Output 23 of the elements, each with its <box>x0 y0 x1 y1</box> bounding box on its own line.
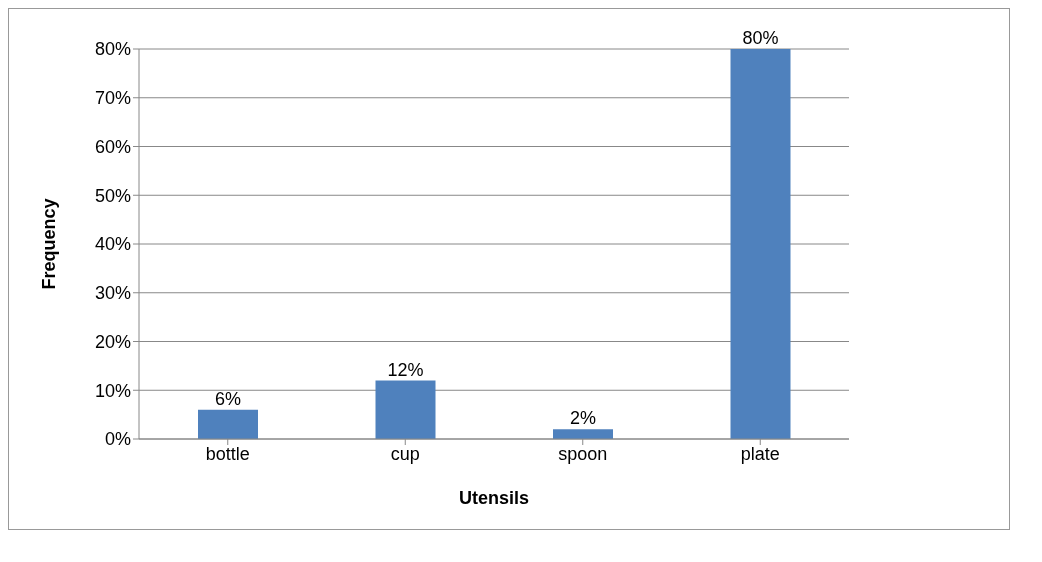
bar <box>375 380 436 439</box>
y-tick-label: 20% <box>94 331 131 352</box>
x-tick-label: plate <box>740 443 780 464</box>
y-tick-label: 10% <box>94 380 131 401</box>
x-tick-label: bottle <box>205 443 250 464</box>
y-axis-title: Frequency <box>39 198 60 290</box>
y-tick-label: 70% <box>94 88 131 109</box>
data-label: 12% <box>387 359 424 380</box>
bar <box>198 409 258 439</box>
y-tick-label: 30% <box>94 283 131 304</box>
x-tick-label: cup <box>390 443 420 464</box>
y-tick-label: 60% <box>94 136 131 157</box>
x-tick-label: spoon <box>558 443 608 464</box>
data-label: 6% <box>214 388 242 409</box>
data-label: 80% <box>742 28 779 48</box>
y-tick-label: 50% <box>94 185 131 206</box>
bar <box>553 429 613 439</box>
y-tick-label: 0% <box>104 429 131 450</box>
y-tick-label: 40% <box>94 234 131 255</box>
data-label: 2% <box>569 408 597 429</box>
bar <box>730 49 791 439</box>
x-axis-title: Utensils <box>458 488 530 508</box>
y-tick-label: 80% <box>94 39 131 60</box>
